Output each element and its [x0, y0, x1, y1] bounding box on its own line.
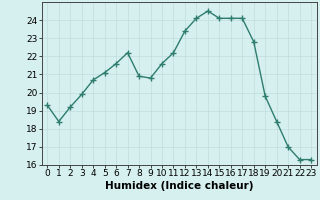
X-axis label: Humidex (Indice chaleur): Humidex (Indice chaleur) — [105, 181, 253, 191]
